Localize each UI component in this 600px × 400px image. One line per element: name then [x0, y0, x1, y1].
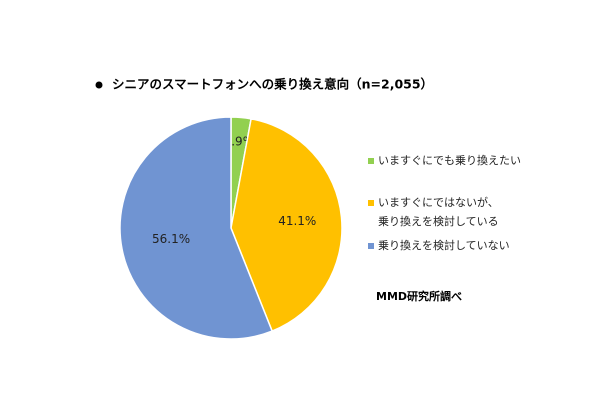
legend-swatch: [368, 158, 374, 164]
data-label: 41.1%: [278, 214, 316, 228]
title-bullet: [95, 81, 103, 89]
chart-title: シニアのスマートフォンへの乗り換え意向（n=2,055）: [112, 77, 433, 92]
legend-label: 乗り換えを検討していない: [378, 239, 510, 252]
pie-slice: [230, 117, 343, 333]
legend-label: いますぐにではないが、 乗り換えを検討している: [378, 196, 499, 228]
legend-label: いますぐにでも乗り換えたい: [378, 154, 521, 167]
data-label: 56.1%: [152, 232, 190, 246]
pie-slice: [119, 116, 274, 340]
legend-swatch: [368, 243, 374, 249]
legend-swatch: [368, 200, 374, 206]
source: MMD研究所調べ: [376, 289, 462, 303]
